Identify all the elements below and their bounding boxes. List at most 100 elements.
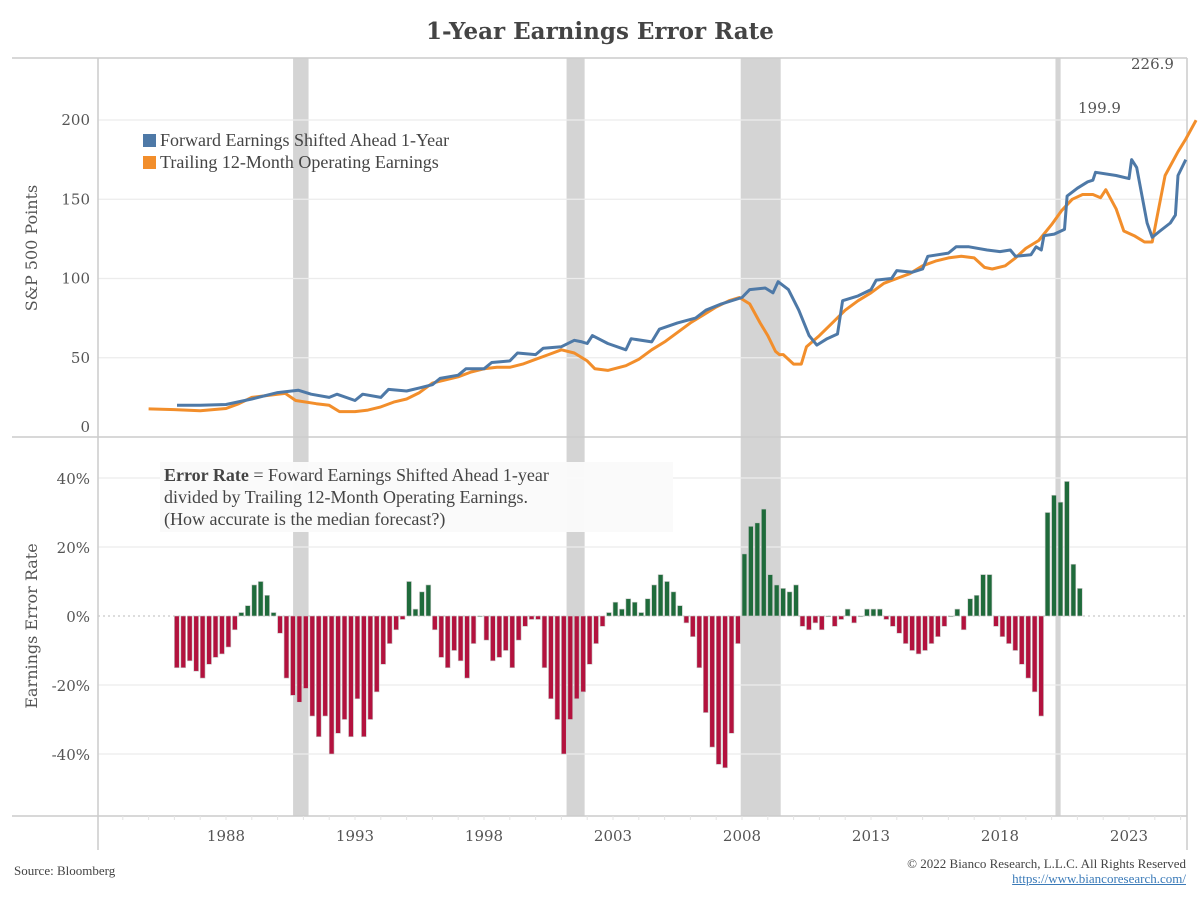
recession-band xyxy=(1055,58,1061,437)
annotation-line-1: = Foward Earnings Shifted Ahead 1-year xyxy=(248,465,549,485)
error-rate-bar xyxy=(412,608,419,617)
error-rate-bar xyxy=(1012,615,1019,651)
error-rate-bar xyxy=(606,612,612,617)
error-rate-bar xyxy=(451,615,457,651)
error-rate-bar xyxy=(619,608,625,617)
error-rate-bar xyxy=(986,574,993,617)
error-rate-bar xyxy=(580,615,586,693)
error-rate-bar xyxy=(225,615,232,648)
error-rate-bar xyxy=(857,615,864,618)
error-rate-bar xyxy=(586,615,593,665)
error-rate-bar xyxy=(625,598,632,617)
error-rate-bar xyxy=(838,615,844,620)
x-tick-label: 2008 xyxy=(723,827,761,845)
y-tick-label: -40% xyxy=(52,746,90,764)
error-rate-bar xyxy=(902,615,909,644)
error-rate-bar xyxy=(883,615,890,620)
error-rate-bar xyxy=(419,591,425,617)
y-tick-label: 100 xyxy=(61,270,90,288)
error-rate-bar xyxy=(819,615,825,631)
recession-band xyxy=(566,58,585,437)
error-rate-bar xyxy=(722,615,728,769)
x-tick-label: 1993 xyxy=(336,827,374,845)
error-rate-bar xyxy=(1019,615,1025,665)
error-rate-bar xyxy=(748,525,754,617)
error-rate-bar xyxy=(793,584,799,617)
forward-earnings-line xyxy=(177,158,1188,407)
error-rate-bar xyxy=(915,615,922,655)
error-rate-bar xyxy=(922,615,928,651)
error-rate-bar xyxy=(935,615,941,638)
legend-swatch-forward xyxy=(143,133,156,147)
error-rate-bar xyxy=(567,615,573,720)
end-labels: 226.9 199.9 xyxy=(1078,55,1174,117)
error-rate-bar xyxy=(870,608,877,617)
error-rate-bar xyxy=(477,615,483,618)
recession-band xyxy=(1055,437,1061,816)
x-tick-label: 1998 xyxy=(465,827,503,845)
annotation-bold-term: Error Rate xyxy=(164,465,249,485)
error-rate-bar xyxy=(999,615,1006,638)
error-rate-bar xyxy=(909,615,915,651)
error-rate-bar xyxy=(773,584,780,617)
lower-y-axis-label: Earnings Error Rate xyxy=(22,543,41,708)
error-rate-bar xyxy=(290,615,296,696)
error-rate-bar xyxy=(767,574,773,617)
error-rate-bar xyxy=(238,612,245,617)
error-rate-bar xyxy=(528,615,535,620)
error-rate-bar xyxy=(399,615,406,620)
legend-item-trailing[interactable]: Trailing 12-Month Operating Earnings xyxy=(143,151,449,173)
error-rate-bar xyxy=(941,615,948,627)
error-rate-bar xyxy=(960,615,967,631)
error-rate-bar xyxy=(709,615,715,748)
error-rate-bar xyxy=(761,508,767,617)
error-rate-bar xyxy=(593,615,599,644)
error-rate-bar xyxy=(844,608,851,617)
error-rate-bar xyxy=(1031,615,1038,693)
upper-y-axis-label: S&P 500 Points xyxy=(22,185,41,312)
error-rate-bar xyxy=(928,615,935,644)
error-rate-bar xyxy=(1038,615,1044,717)
error-rate-bar xyxy=(967,598,973,617)
error-rate-bar xyxy=(1070,563,1077,617)
website-link[interactable]: https://www.biancoresearch.com/ xyxy=(1012,871,1186,886)
error-rate-bar xyxy=(644,598,651,617)
error-rate-bar xyxy=(864,608,870,617)
error-rate-bar xyxy=(206,615,212,665)
error-rate-bar xyxy=(1025,615,1031,679)
error-rate-bar xyxy=(315,615,322,738)
legend-item-forward[interactable]: Forward Earnings Shifted Ahead 1-Year xyxy=(143,129,449,151)
lower-y-axis-ticks: -40% -20% 0% 20% 40% xyxy=(52,470,90,764)
error-rate-bar xyxy=(361,615,367,738)
error-rate-bar xyxy=(741,553,748,617)
y-tick-label: 150 xyxy=(61,190,90,208)
error-rate-bar xyxy=(677,605,683,617)
error-rate-bar xyxy=(728,615,735,734)
error-rate-bar xyxy=(425,584,432,617)
error-rate-bar xyxy=(561,615,567,755)
error-rate-bar xyxy=(890,615,896,627)
error-rate-bar xyxy=(322,615,328,717)
error-rate-bar xyxy=(328,615,335,755)
recession-band xyxy=(293,58,309,437)
error-rate-bar xyxy=(283,615,290,679)
earnings-lines xyxy=(148,119,1198,414)
error-rate-bar xyxy=(257,581,264,617)
error-rate-bar xyxy=(386,615,393,644)
error-rate-bar xyxy=(657,574,664,617)
x-tick-label: 2013 xyxy=(852,827,890,845)
error-rate-bar xyxy=(696,615,702,669)
recession-band xyxy=(740,58,781,437)
error-rate-bar xyxy=(509,615,515,669)
x-tick-label: 1988 xyxy=(207,827,245,845)
error-rate-bar xyxy=(799,615,806,627)
error-rate-bar xyxy=(296,615,303,703)
error-rate-bar xyxy=(535,615,541,620)
chart-title: 1-Year Earnings Error Rate xyxy=(426,18,774,45)
error-rate-bar xyxy=(896,615,902,634)
error-rate-bar xyxy=(187,615,193,662)
error-rate-bar xyxy=(374,615,380,693)
y-tick-label: 0 xyxy=(80,418,90,436)
error-rate-bar xyxy=(309,615,316,717)
error-rate-bar xyxy=(490,615,496,662)
